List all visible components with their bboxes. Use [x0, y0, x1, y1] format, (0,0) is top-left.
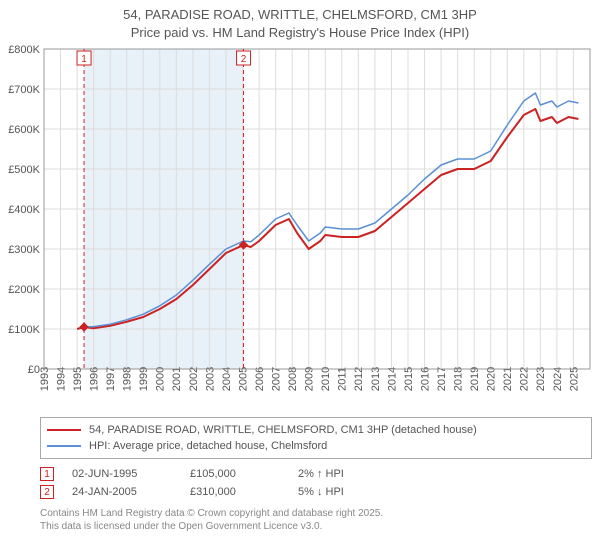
svg-text:2020: 2020 [486, 367, 498, 391]
sale-events: 1 02-JUN-1995 £105,000 2% ↑ HPI 2 24-JAN-2005… [40, 465, 592, 501]
event-date: 24-JAN-2005 [72, 486, 172, 498]
svg-text:2021: 2021 [502, 367, 514, 391]
license-text: Contains HM Land Registry data © Crown c… [40, 507, 592, 533]
license-line-1: Contains HM Land Registry data © Crown c… [40, 507, 592, 520]
chart-title-block: 54, PARADISE ROAD, WRITTLE, CHELMSFORD, … [0, 0, 600, 41]
line-chart: £0£100K£200K£300K£400K£500K£600K£700K£80… [0, 41, 600, 411]
svg-text:2005: 2005 [237, 367, 249, 391]
svg-text:1997: 1997 [105, 367, 117, 391]
svg-text:1: 1 [81, 54, 87, 65]
svg-text:1994: 1994 [55, 367, 67, 391]
event-row: 2 24-JAN-2005 £310,000 5% ↓ HPI [40, 483, 592, 501]
svg-text:2006: 2006 [254, 367, 266, 391]
title-line-1: 54, PARADISE ROAD, WRITTLE, CHELMSFORD, … [4, 6, 596, 24]
svg-text:2002: 2002 [188, 367, 200, 391]
svg-text:2025: 2025 [568, 367, 580, 391]
svg-text:£500K: £500K [8, 164, 40, 176]
svg-text:1993: 1993 [39, 367, 51, 391]
svg-text:2018: 2018 [452, 367, 464, 391]
legend: 54, PARADISE ROAD, WRITTLE, CHELMSFORD, … [40, 417, 592, 459]
svg-text:2009: 2009 [304, 367, 316, 391]
svg-text:2017: 2017 [436, 367, 448, 391]
legend-item: 54, PARADISE ROAD, WRITTLE, CHELMSFORD, … [47, 422, 585, 438]
license-line-2: This data is licensed under the Open Gov… [40, 520, 592, 533]
title-line-2: Price paid vs. HM Land Registry's House … [4, 24, 596, 42]
svg-text:2013: 2013 [370, 367, 382, 391]
svg-text:2000: 2000 [155, 367, 167, 391]
svg-text:2007: 2007 [270, 367, 282, 391]
svg-text:1996: 1996 [88, 367, 100, 391]
event-marker: 2 [40, 485, 54, 499]
event-marker: 1 [40, 467, 54, 481]
svg-text:2: 2 [241, 54, 247, 65]
svg-text:1999: 1999 [138, 367, 150, 391]
svg-text:2012: 2012 [353, 367, 365, 391]
chart-area: £0£100K£200K£300K£400K£500K£600K£700K£80… [0, 41, 600, 411]
legend-label: HPI: Average price, detached house, Chel… [89, 440, 327, 452]
event-price: £310,000 [190, 486, 280, 498]
legend-swatch [47, 429, 81, 431]
svg-text:£400K: £400K [8, 204, 40, 216]
svg-text:2001: 2001 [171, 367, 183, 391]
svg-text:2016: 2016 [419, 367, 431, 391]
event-delta: 2% ↑ HPI [298, 468, 592, 480]
svg-text:£200K: £200K [8, 284, 40, 296]
svg-text:2003: 2003 [204, 367, 216, 391]
event-row: 1 02-JUN-1995 £105,000 2% ↑ HPI [40, 465, 592, 483]
svg-text:2015: 2015 [403, 367, 415, 391]
svg-text:£600K: £600K [8, 124, 40, 136]
legend-label: 54, PARADISE ROAD, WRITTLE, CHELMSFORD, … [89, 424, 477, 436]
svg-text:£800K: £800K [8, 44, 40, 56]
svg-text:2004: 2004 [221, 367, 233, 391]
svg-text:2022: 2022 [519, 367, 531, 391]
legend-item: HPI: Average price, detached house, Chel… [47, 438, 585, 454]
svg-text:£100K: £100K [8, 324, 40, 336]
svg-text:2014: 2014 [386, 367, 398, 391]
svg-text:£700K: £700K [8, 84, 40, 96]
svg-text:2024: 2024 [552, 367, 564, 391]
svg-text:1995: 1995 [72, 367, 84, 391]
svg-text:2011: 2011 [337, 367, 349, 391]
event-date: 02-JUN-1995 [72, 468, 172, 480]
svg-text:2019: 2019 [469, 367, 481, 391]
legend-swatch [47, 445, 81, 447]
svg-text:2010: 2010 [320, 367, 332, 391]
event-price: £105,000 [190, 468, 280, 480]
svg-text:1998: 1998 [122, 367, 134, 391]
svg-text:2023: 2023 [535, 367, 547, 391]
svg-text:£300K: £300K [8, 244, 40, 256]
event-delta: 5% ↓ HPI [298, 486, 592, 498]
svg-text:2008: 2008 [287, 367, 299, 391]
